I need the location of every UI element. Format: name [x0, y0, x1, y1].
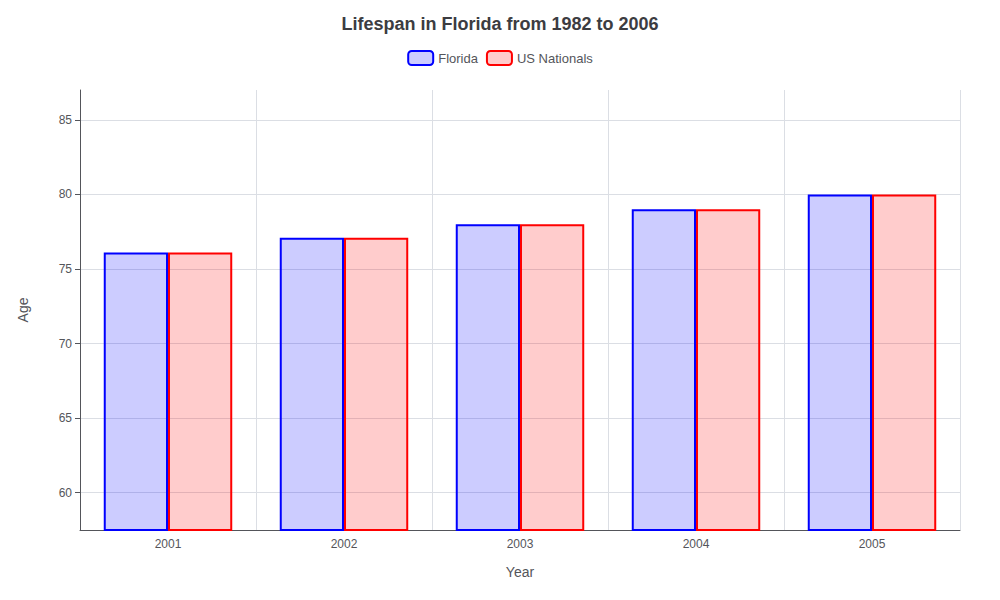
svg-text:60: 60: [59, 486, 73, 500]
svg-text:2002: 2002: [331, 537, 358, 551]
svg-text:80: 80: [59, 187, 73, 201]
svg-text:75: 75: [59, 262, 73, 276]
svg-text:65: 65: [59, 411, 73, 425]
svg-text:85: 85: [59, 113, 73, 127]
svg-text:2005: 2005: [859, 537, 886, 551]
svg-text:US Nationals: US Nationals: [517, 51, 593, 66]
svg-text:Year: Year: [506, 564, 535, 580]
svg-text:2004: 2004: [683, 537, 710, 551]
svg-text:2003: 2003: [507, 537, 534, 551]
svg-text:Florida: Florida: [438, 51, 479, 66]
svg-text:70: 70: [59, 337, 73, 351]
svg-text:Age: Age: [15, 297, 31, 322]
svg-text:2001: 2001: [155, 537, 182, 551]
svg-text:Lifespan in Florida from 1982: Lifespan in Florida from 1982 to 2006: [341, 14, 658, 34]
